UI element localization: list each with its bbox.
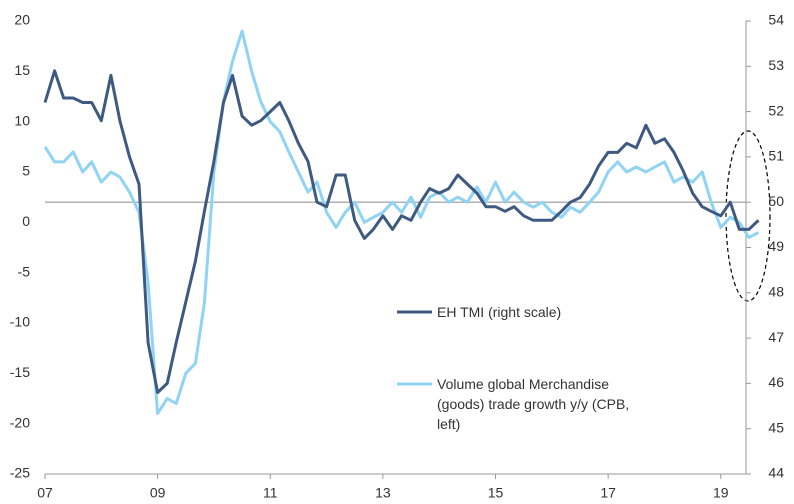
y2-tick-label: 51 <box>768 148 784 164</box>
y2-tick-label: 50 <box>768 193 784 209</box>
y2-tick-label: 46 <box>768 374 784 390</box>
series-line <box>43 69 760 394</box>
y-tick-label: 15 <box>14 62 30 78</box>
highlight-ellipse <box>725 130 771 302</box>
y2-tick-label: 44 <box>768 465 784 481</box>
y-tick-label: -10 <box>10 314 30 330</box>
y2-tick-label: 45 <box>768 419 784 435</box>
y2-tick-label: 49 <box>768 238 784 254</box>
y2-tick-label: 48 <box>768 284 784 300</box>
y2-tick-label: 52 <box>768 102 784 118</box>
x-tick-label: 07 <box>37 485 53 501</box>
y2-tick-label: 53 <box>768 57 784 73</box>
y2-tick-label: 54 <box>768 12 784 28</box>
y-tick-label: -5 <box>18 263 31 279</box>
series-line <box>43 29 760 416</box>
y-tick-label: 10 <box>14 112 30 128</box>
x-tick-label: 13 <box>375 485 391 501</box>
x-tick-label: 15 <box>488 485 504 501</box>
y2-tick-label: 47 <box>768 329 784 345</box>
y-tick-label: -15 <box>10 364 30 380</box>
x-tick-label: 19 <box>713 485 729 501</box>
y-tick-label: 5 <box>22 163 30 179</box>
x-tick-label: 17 <box>600 485 616 501</box>
x-tick-label: 11 <box>263 485 278 501</box>
y-tick-label: -20 <box>10 414 30 430</box>
legend-label: Volume global Merchandise (goods) trade … <box>437 376 630 432</box>
y-tick-label: 0 <box>22 213 30 229</box>
y-tick-label: 20 <box>14 12 30 28</box>
x-tick-label: 09 <box>150 485 166 501</box>
legend-label: EH TMI (right scale) <box>437 304 562 320</box>
y-tick-label: -25 <box>10 465 30 481</box>
